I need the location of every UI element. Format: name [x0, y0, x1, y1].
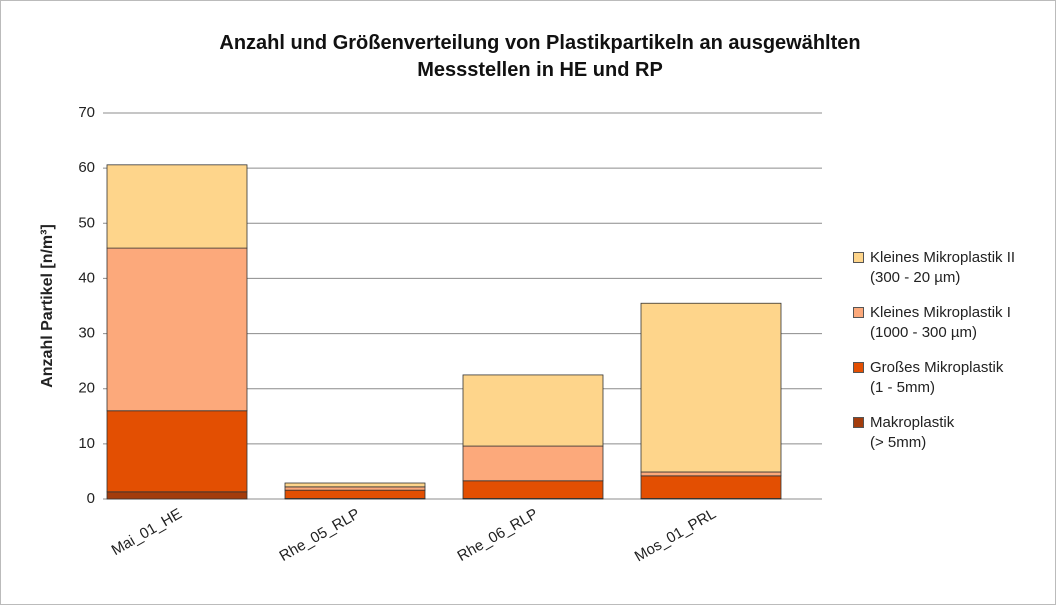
legend-label: Kleines Mikroplastik II (300 - 20 µm) — [870, 249, 1016, 286]
y-tick-label: 60 — [78, 159, 95, 176]
y-tick-label: 50 — [78, 214, 95, 231]
chart-title: Anzahl und Größenverteilung von Plastikp… — [219, 32, 861, 81]
bar-segment — [640, 475, 782, 499]
bar-segment — [284, 489, 426, 499]
bar-segment — [106, 491, 248, 500]
bar-segment — [284, 482, 426, 488]
y-tick-label: 30 — [78, 325, 95, 342]
y-tick-label: 40 — [78, 269, 95, 286]
bar-segment — [462, 445, 604, 482]
legend-swatch — [853, 417, 864, 428]
y-tick-label: 10 — [78, 435, 95, 452]
bar-segment — [462, 374, 604, 447]
bar-segment — [106, 410, 248, 493]
bar-segment — [462, 480, 604, 499]
legend-swatch — [853, 307, 864, 318]
legend-label: Makroplastik (> 5mm) — [870, 414, 955, 451]
bar-segment — [284, 486, 426, 491]
bar-segment — [640, 471, 782, 477]
bar-segment — [106, 247, 248, 412]
legend-label: Kleines Mikroplastik I (1000 - 300 µm) — [870, 304, 1011, 341]
bar-segment — [106, 164, 248, 249]
legend-label: Großes Mikroplastik (1 - 5mm) — [870, 359, 1004, 396]
legend-swatch — [853, 362, 864, 373]
y-tick-label: 0 — [87, 490, 95, 507]
y-tick-label: 20 — [78, 380, 95, 397]
bar-segment — [640, 302, 782, 473]
y-tick-label: 70 — [78, 104, 95, 121]
legend-swatch — [853, 252, 864, 263]
y-axis-title: Anzahl Partikel [n/m³] — [39, 224, 56, 388]
